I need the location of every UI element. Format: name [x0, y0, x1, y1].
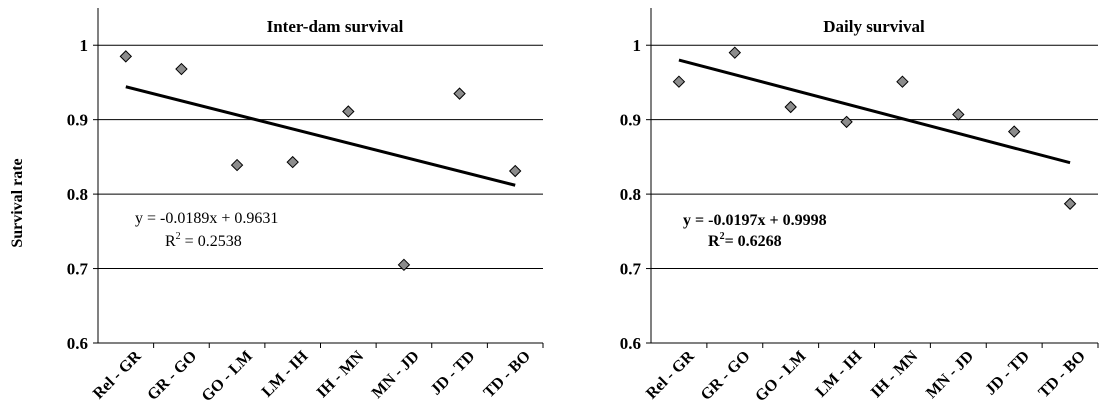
x-category-label: GR - GO [698, 348, 754, 404]
x-category-label: IH - MN [314, 347, 368, 401]
r-squared-label: R2= 0.6268 [708, 231, 782, 250]
data-point [896, 75, 909, 88]
chart-title: Daily survival [823, 17, 925, 36]
y-tick-label: 0.7 [67, 260, 89, 279]
data-point [1063, 197, 1077, 210]
x-category-label: GR - GO [144, 348, 200, 404]
data-point [1007, 125, 1021, 138]
x-category-label: IH - MN [868, 347, 922, 401]
trend-line [678, 58, 1071, 165]
data-point [342, 105, 355, 118]
y-tick-label: 0.9 [67, 111, 88, 130]
trend-equation: y = -0.0189x + 0.9631 [135, 210, 278, 227]
data-point [840, 115, 853, 129]
x-category-label: JD - TD [428, 348, 479, 399]
y-tick-label: 0.6 [67, 334, 88, 353]
y-tick-label: 0.8 [67, 185, 88, 204]
x-category-label: LM - IH [259, 347, 312, 400]
y-tick-label: 0.7 [620, 260, 642, 279]
data-point [230, 158, 244, 172]
x-category-label: GO - LM [199, 348, 256, 405]
trend-equation: y = -0.0197x + 0.9998 [683, 212, 827, 229]
data-point [672, 75, 686, 88]
y-tick-label: 1 [80, 36, 89, 55]
x-category-label: MN - JD [369, 348, 423, 402]
x-category-label: LM - IH [813, 347, 866, 400]
data-point [453, 87, 466, 100]
data-point [286, 155, 299, 169]
trend-line [125, 85, 516, 187]
r-squared-label: R2 = 0.2538 [165, 231, 242, 250]
x-category-label: MN - JD [923, 348, 977, 402]
data-point [728, 46, 742, 59]
x-category-label: TD - BO [481, 348, 535, 402]
data-point [397, 258, 411, 272]
data-point [119, 50, 133, 63]
chart-title: Inter-dam survival [267, 17, 404, 36]
x-category-label: Rel - GR [90, 347, 145, 402]
data-point [175, 62, 188, 76]
y-tick-label: 1 [633, 36, 642, 55]
data-point [508, 164, 522, 178]
y-tick-label: 0.9 [620, 111, 641, 130]
y-tick-label: 0.8 [620, 185, 641, 204]
data-point [952, 108, 965, 121]
x-category-label: JD - TD [982, 348, 1033, 399]
x-category-label: GO - LM [752, 348, 809, 405]
x-category-label: Rel - GR [643, 347, 698, 402]
y-tick-label: 0.6 [620, 334, 641, 353]
x-category-label: TD - BO [1035, 348, 1089, 402]
data-point [784, 100, 797, 114]
